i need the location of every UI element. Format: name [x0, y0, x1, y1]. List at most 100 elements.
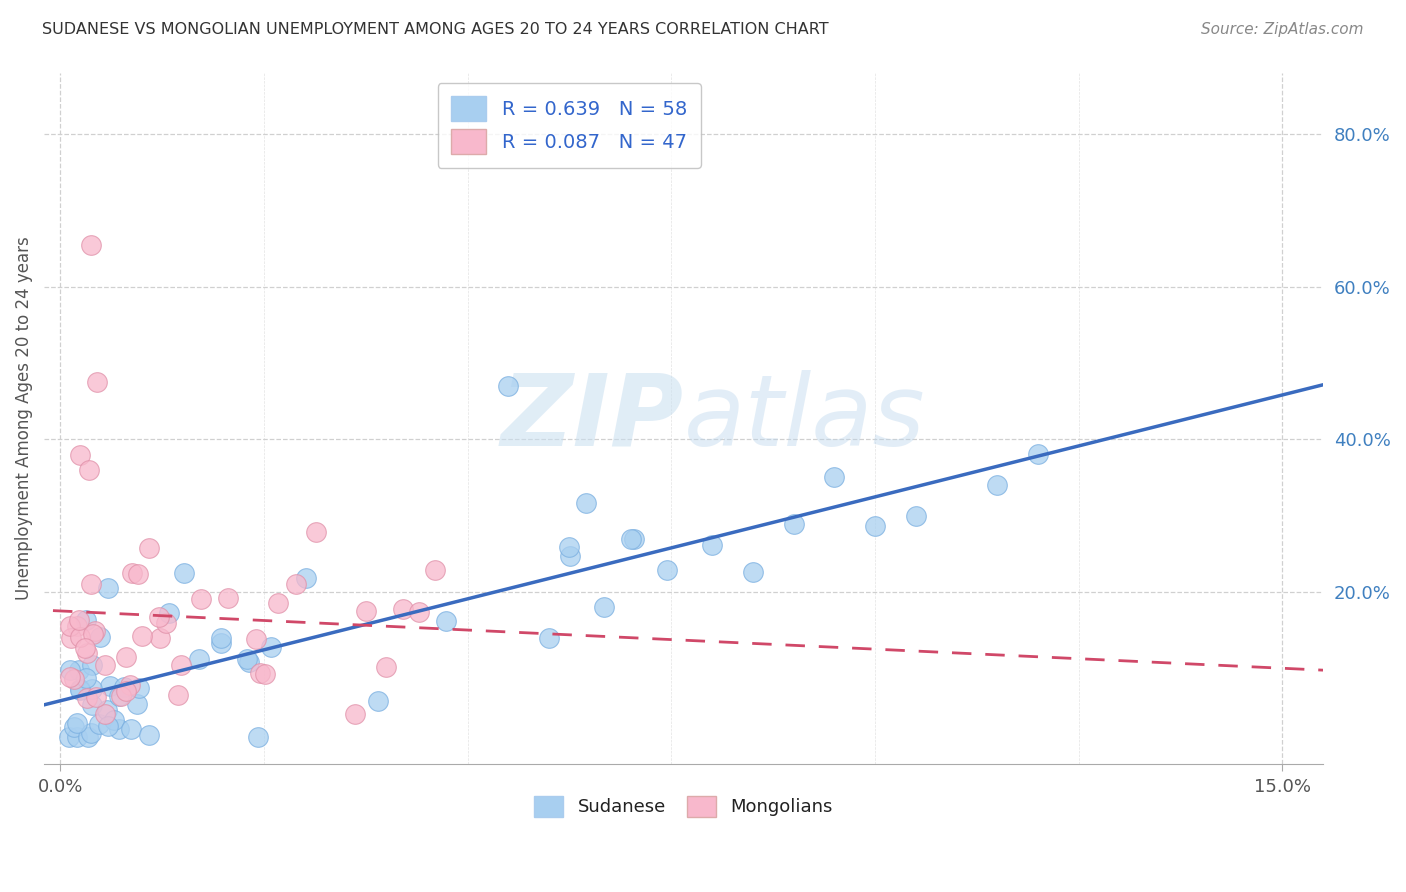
Point	[1026, 447, 1049, 461]
Point	[77, 730, 100, 744]
Point	[89, 717, 111, 731]
Point	[138, 541, 160, 556]
Point	[82, 627, 104, 641]
Point	[741, 566, 763, 580]
Point	[59, 663, 82, 677]
Point	[593, 599, 616, 614]
Point	[127, 698, 149, 712]
Point	[67, 613, 90, 627]
Point	[188, 651, 211, 665]
Point	[69, 630, 91, 644]
Point	[107, 722, 129, 736]
Point	[62, 672, 84, 686]
Point	[79, 463, 101, 477]
Point	[82, 698, 104, 713]
Point	[75, 672, 97, 686]
Point	[209, 636, 232, 650]
Point	[249, 666, 271, 681]
Point	[69, 683, 91, 698]
Point	[69, 448, 91, 462]
Point	[96, 703, 118, 717]
Point	[121, 566, 143, 580]
Point	[62, 720, 84, 734]
Text: atlas: atlas	[683, 370, 925, 467]
Point	[190, 592, 212, 607]
Point	[67, 663, 90, 677]
Text: ZIP: ZIP	[501, 370, 683, 467]
Text: Source: ZipAtlas.com: Source: ZipAtlas.com	[1201, 22, 1364, 37]
Point	[76, 690, 98, 705]
Point	[58, 670, 80, 684]
Point	[356, 604, 378, 618]
Point	[343, 706, 366, 721]
Point	[173, 566, 195, 581]
Point	[157, 606, 180, 620]
Point	[254, 667, 277, 681]
Point	[700, 538, 723, 552]
Point	[367, 694, 389, 708]
Point	[285, 576, 308, 591]
Point	[58, 730, 80, 744]
Point	[75, 614, 97, 628]
Point	[904, 509, 927, 524]
Point	[59, 631, 82, 645]
Point	[80, 237, 103, 252]
Point	[267, 596, 290, 610]
Point	[574, 496, 596, 510]
Point	[120, 678, 142, 692]
Point	[236, 652, 259, 666]
Point	[148, 610, 170, 624]
Point	[623, 532, 645, 546]
Point	[82, 681, 104, 696]
Legend: Sudanese, Mongolians: Sudanese, Mongolians	[527, 789, 841, 824]
Point	[65, 715, 87, 730]
Point	[295, 570, 318, 584]
Text: SUDANESE VS MONGOLIAN UNEMPLOYMENT AMONG AGES 20 TO 24 YEARS CORRELATION CHART: SUDANESE VS MONGOLIAN UNEMPLOYMENT AMONG…	[42, 22, 828, 37]
Point	[114, 650, 136, 665]
Point	[97, 581, 120, 595]
Point	[76, 646, 98, 660]
Point	[75, 640, 97, 655]
Point	[436, 615, 458, 629]
Point	[110, 689, 132, 703]
Point	[84, 690, 107, 704]
Point	[94, 706, 117, 721]
Point	[107, 689, 129, 703]
Point	[408, 605, 430, 619]
Point	[86, 375, 108, 389]
Point	[69, 681, 91, 696]
Point	[655, 563, 678, 577]
Point	[82, 657, 104, 672]
Point	[558, 549, 581, 564]
Point	[103, 713, 125, 727]
Point	[247, 730, 270, 744]
Point	[620, 532, 643, 546]
Point	[138, 728, 160, 742]
Point	[245, 632, 267, 646]
Y-axis label: Unemployment Among Ages 20 to 24 years: Unemployment Among Ages 20 to 24 years	[15, 236, 32, 600]
Point	[97, 719, 120, 733]
Point	[782, 517, 804, 532]
Point	[260, 640, 283, 654]
Point	[375, 660, 398, 674]
Point	[986, 478, 1008, 492]
Point	[128, 681, 150, 696]
Point	[84, 624, 107, 638]
Point	[94, 657, 117, 672]
Point	[112, 680, 135, 694]
Point	[155, 615, 177, 630]
Point	[80, 725, 103, 739]
Point	[823, 470, 845, 484]
Point	[80, 577, 103, 591]
Point	[423, 563, 446, 577]
Point	[209, 631, 232, 645]
Point	[59, 619, 82, 633]
Point	[66, 730, 89, 744]
Point	[98, 679, 121, 693]
Point	[391, 601, 413, 615]
Point	[167, 688, 190, 702]
Point	[149, 631, 172, 645]
Point	[498, 379, 520, 393]
Point	[120, 722, 142, 736]
Point	[217, 591, 239, 605]
